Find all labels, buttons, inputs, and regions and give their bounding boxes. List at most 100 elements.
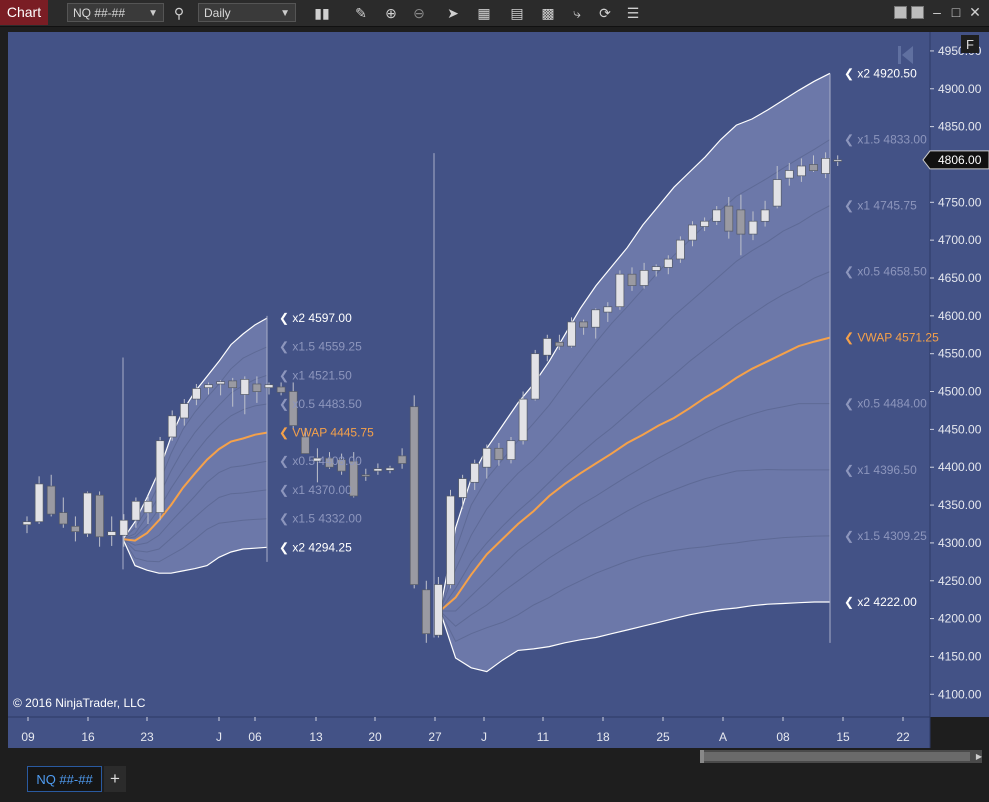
candle (688, 221, 697, 247)
instrument-selector[interactable]: NQ ##-## ▼ (67, 3, 164, 22)
candle-body (482, 447, 492, 468)
band-line-lower1 (439, 468, 830, 627)
candle-body (179, 403, 189, 419)
band-edge-lower (122, 538, 268, 574)
f-button[interactable]: F (961, 35, 979, 53)
drawing-tools-icon[interactable]: ⤷ (573, 5, 581, 21)
band-label: ❮ x0.5 4408.00 (279, 454, 362, 468)
candle (506, 436, 516, 464)
candle-body (58, 512, 68, 525)
add-tab-button[interactable]: + (104, 766, 126, 792)
f-button-bg[interactable] (961, 35, 979, 53)
x-tick-label: 15 (836, 730, 850, 744)
last-price-label: 4806.00 (938, 153, 982, 167)
candle-body (518, 398, 528, 442)
candle (603, 302, 613, 322)
jump-to-start-icon[interactable] (898, 46, 913, 64)
candle-body (240, 379, 250, 395)
candle (179, 399, 189, 426)
minimize-icon[interactable]: – (933, 4, 941, 20)
candle (421, 580, 431, 643)
candle-body (627, 273, 637, 286)
candle (615, 270, 625, 310)
maximize-icon[interactable]: □ (951, 4, 961, 20)
x-tick-label: A (719, 730, 727, 744)
candle-body (663, 258, 673, 268)
candle (240, 376, 250, 415)
candle (494, 443, 504, 466)
candle-body (591, 309, 601, 328)
bar-style-icon[interactable]: ▮▮ (314, 5, 330, 21)
candle-body (421, 589, 431, 635)
candle-body (71, 525, 80, 532)
scrollbar-thumb[interactable] (704, 752, 970, 761)
chart-panel[interactable]: ❮ x2 4597.00 ❮ x1.5 4559.25 ❮ x1 4521.50 ❮ … (8, 32, 989, 748)
zoom-in-icon[interactable]: ⊕ (385, 5, 397, 21)
candle (71, 516, 80, 542)
interval-selector[interactable]: Daily ▼ (198, 3, 296, 22)
candle (300, 427, 310, 454)
zoom-out-icon[interactable]: ⊖ (413, 5, 425, 21)
band-label: ❮ x1.5 4309.25 (844, 529, 927, 543)
band-edge-upper (439, 72, 831, 612)
x-tick-label: 20 (368, 730, 382, 744)
y-tick-label: 4200.00 (938, 612, 982, 626)
strategies-icon[interactable]: ▩ (541, 5, 555, 21)
candle-body (579, 321, 588, 328)
close-icon[interactable]: ✕ (969, 4, 981, 20)
candle-body (809, 164, 818, 171)
y-tick-label: 4600.00 (938, 309, 982, 323)
tile-icon[interactable] (894, 6, 907, 19)
candle (748, 211, 758, 241)
candle (119, 514, 129, 547)
price-chart[interactable]: ❮ x2 4597.00 ❮ x1.5 4559.25 ❮ x1 4521.50 ❮ … (8, 32, 989, 748)
horizontal-scrollbar[interactable]: ▶ (700, 750, 982, 763)
pointer-icon[interactable]: ➤ (447, 5, 459, 21)
chart-title-tab[interactable]: Chart (0, 0, 48, 25)
pencil-icon[interactable]: ✎ (355, 5, 367, 21)
y-tick-label: 4150.00 (938, 649, 982, 663)
band-label: ❮ x2 4294.25 (279, 540, 352, 554)
candle-body (107, 531, 117, 536)
band-label: ❮ x2 4597.00 (279, 311, 352, 325)
candle-body (797, 165, 806, 177)
x-tick-label: 18 (596, 730, 610, 744)
y-tick-label: 4550.00 (938, 347, 982, 361)
candle-body (95, 494, 104, 538)
candle-body (397, 455, 407, 464)
candle-body (651, 266, 661, 271)
band-label: ❮ x1 4745.75 (844, 199, 917, 213)
band-line-lower05 (440, 403, 830, 612)
candle (288, 382, 298, 430)
candle (784, 162, 794, 186)
candle-body (736, 209, 746, 235)
f-button-label[interactable]: F (966, 37, 974, 52)
candle-body (833, 159, 843, 162)
candle-body (204, 384, 213, 389)
indicators-icon[interactable]: ▤ (510, 5, 524, 21)
candle (458, 474, 467, 509)
refresh-icon[interactable]: ⟳ (599, 5, 611, 21)
candle-body (300, 436, 310, 454)
x-tick-label: 23 (140, 730, 154, 744)
data-box-icon[interactable]: ▦ (477, 5, 491, 21)
properties-icon[interactable]: ☰ (626, 5, 640, 21)
candle (204, 382, 213, 395)
price-axis: 4100.00 4150.00 4200.00 4250.00 4300.00 4350.… (930, 44, 982, 701)
band-line-upper1 (439, 205, 831, 612)
scrollbar-left-handle[interactable] (700, 750, 704, 763)
candle-body (252, 383, 262, 392)
candle (434, 576, 443, 638)
candle-body (615, 273, 625, 308)
scroll-right-icon[interactable]: ▶ (975, 752, 982, 761)
candle-body (385, 467, 395, 471)
candle (676, 236, 685, 263)
tab-instrument[interactable]: NQ ##-## (27, 766, 102, 792)
band-edge-lower (439, 601, 830, 673)
candle-body (724, 205, 734, 232)
candle (34, 476, 44, 524)
search-icon[interactable]: ⚲ (173, 5, 185, 21)
band-line-lower15 (439, 535, 831, 642)
tile-alt-icon[interactable] (911, 6, 924, 19)
candle-body (83, 492, 92, 535)
